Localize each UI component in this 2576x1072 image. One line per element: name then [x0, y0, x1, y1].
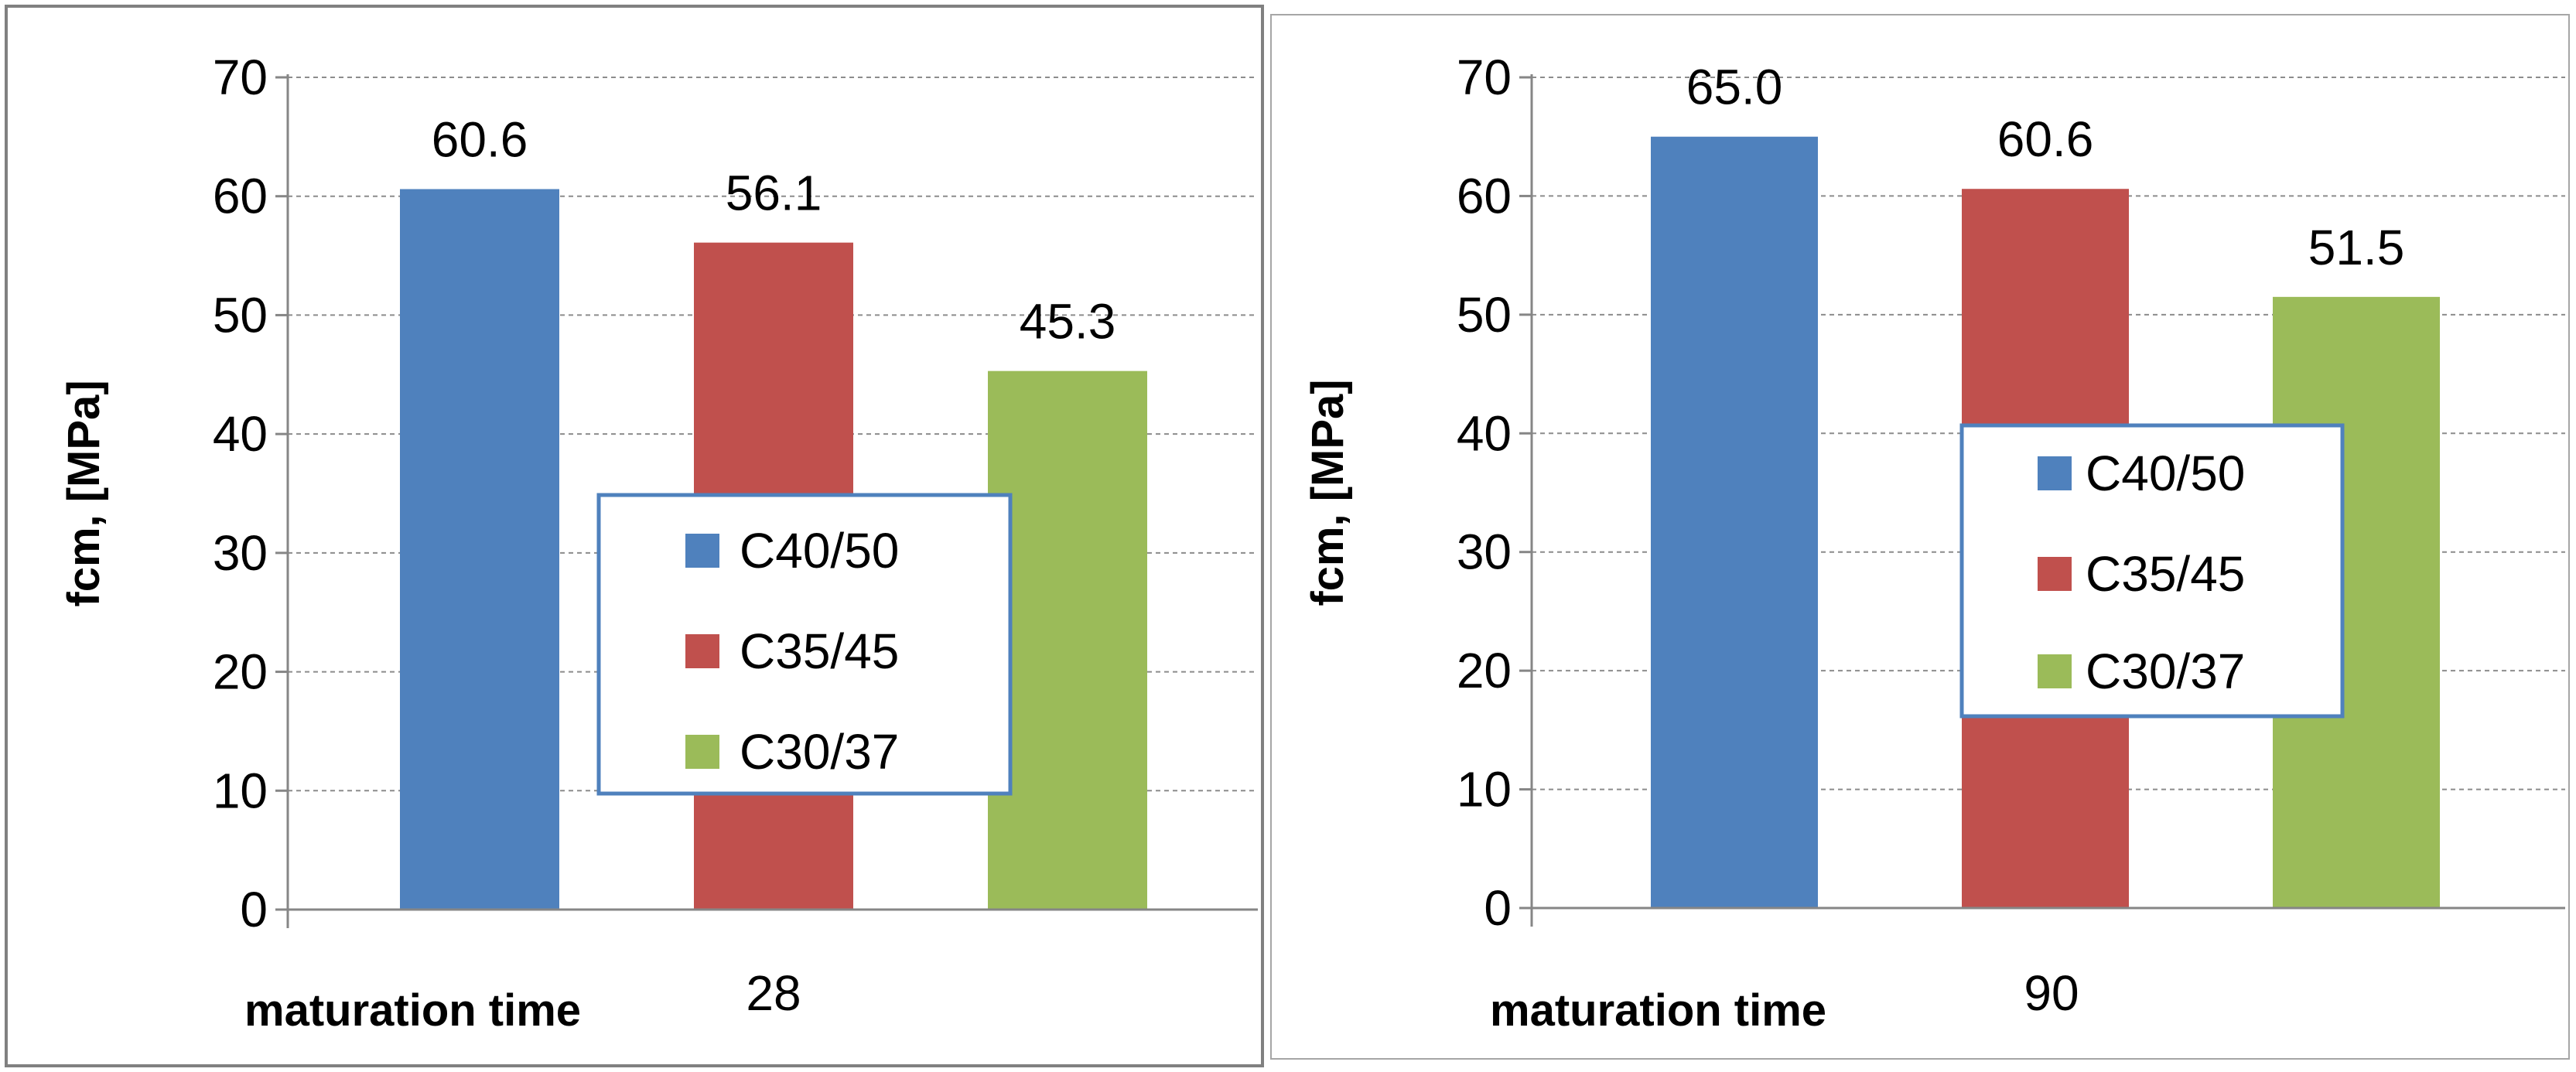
legend-swatch: [2038, 654, 2072, 688]
y-axis-title: fcm, [MPa]: [1303, 379, 1353, 606]
data-label: 45.3: [1020, 294, 1116, 350]
bar-C40-50: [400, 189, 559, 910]
y-tick-label: 20: [1457, 643, 1512, 698]
data-label: 60.6: [432, 111, 528, 167]
legend-swatch: [685, 634, 719, 668]
bar-C30-37: [988, 370, 1147, 910]
legend-swatch: [685, 735, 719, 769]
category-label: 28: [746, 965, 801, 1021]
y-tick-label: 70: [213, 50, 268, 105]
legend-label: C30/37: [2086, 644, 2245, 699]
legend-label: C40/50: [2086, 446, 2245, 501]
y-tick-label: 20: [213, 644, 268, 700]
legend-label: C30/37: [740, 724, 899, 780]
legend-label: C35/45: [2086, 546, 2245, 602]
legend-label: C40/50: [740, 523, 899, 579]
y-tick-label: 40: [1457, 405, 1512, 461]
y-tick-label: 10: [213, 763, 268, 818]
legend-label: C35/45: [740, 623, 899, 679]
category-label: 90: [2024, 965, 2079, 1021]
y-tick-label: 50: [1457, 287, 1512, 343]
y-tick-label: 30: [1457, 524, 1512, 580]
bar-C40-50: [1651, 136, 1818, 908]
data-label: 56.1: [726, 166, 822, 221]
y-tick-label: 0: [1484, 880, 1512, 936]
legend-swatch: [2038, 557, 2072, 591]
y-tick-label: 10: [1457, 762, 1512, 818]
y-tick-label: 60: [1457, 168, 1512, 224]
x-axis-title: maturation time: [244, 985, 581, 1036]
data-label: 51.5: [2308, 220, 2405, 275]
legend-swatch: [2038, 456, 2072, 490]
y-tick-label: 60: [213, 169, 268, 224]
x-axis-title: maturation time: [1490, 985, 1826, 1036]
y-axis-title: fcm, [MPa]: [59, 380, 109, 606]
data-label: 65.0: [1686, 60, 1783, 115]
legend-box: [596, 493, 1013, 796]
legend-box: [1959, 423, 2345, 719]
y-tick-label: 30: [213, 525, 268, 581]
y-tick-label: 40: [213, 406, 268, 462]
y-tick-label: 0: [240, 882, 268, 937]
y-tick-label: 70: [1457, 50, 1512, 105]
y-tick-label: 50: [213, 287, 268, 343]
legend-swatch: [685, 534, 719, 568]
data-label: 60.6: [1997, 111, 2094, 167]
